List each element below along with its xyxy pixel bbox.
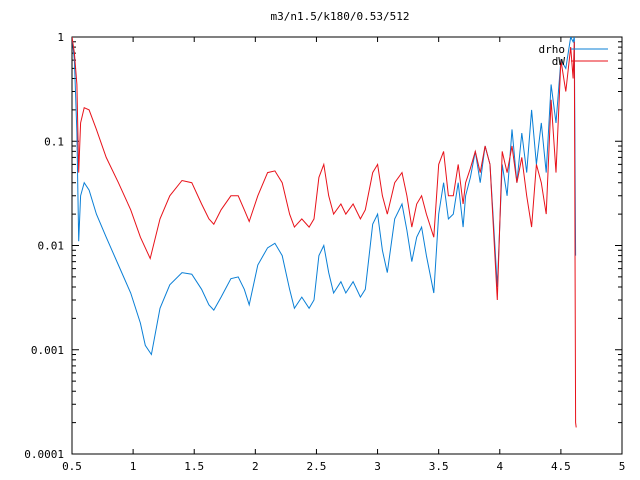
x-tick-label: 2 [252,460,259,473]
x-tick-label: 4 [496,460,503,473]
y-tick-label: 0.01 [38,240,65,253]
chart-title: m3/n1.5/k180/0.53/512 [270,10,409,23]
series-layer [72,37,577,428]
x-tick-label: 4.5 [551,460,571,473]
legend-label: dW [552,55,566,68]
axis-ticks: 0.5 1 1.5 2 2.5 3 3.5 4 4.5 5 0.0001 0.001 0.01 0.1 1 [24,31,625,473]
series-line-drho [72,37,577,356]
x-tick-label: 3 [374,460,381,473]
x-tick-label: 1 [130,460,137,473]
x-tick-label: 5 [619,460,626,473]
x-tick-label: 0.5 [62,460,82,473]
x-tick-label: 1.5 [184,460,204,473]
y-tick-label: 1 [57,31,64,44]
y-tick-label: 0.0001 [24,448,64,461]
series-line-dW [72,37,577,428]
x-tick-label: 3.5 [429,460,449,473]
y-tick-label: 0.001 [31,344,64,357]
y-tick-label: 0.1 [44,135,64,148]
x-tick-label: 2.5 [307,460,327,473]
legend-label: drho [539,43,566,56]
plot-frame [71,36,623,455]
